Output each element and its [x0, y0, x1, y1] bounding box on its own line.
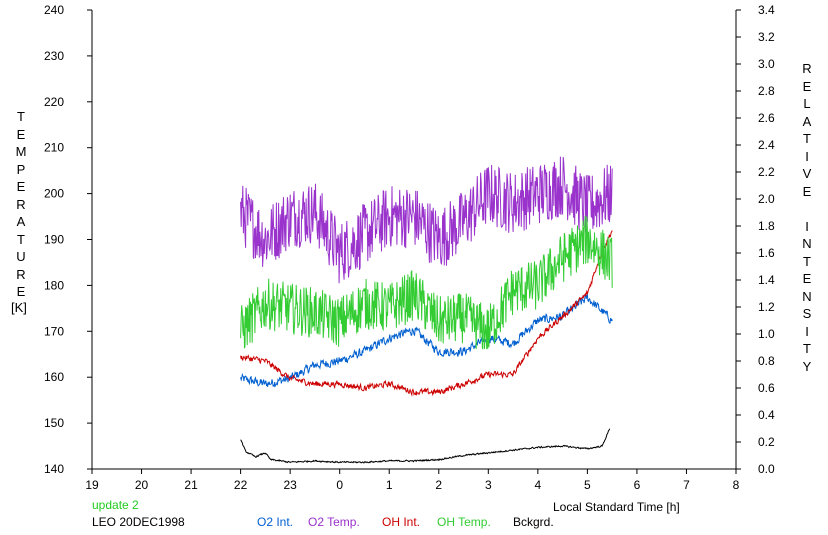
- y-right-tick-label: 2.2: [758, 165, 775, 179]
- y-right-tick-label: 1.4: [758, 273, 775, 287]
- y-left-tick-label: 210: [44, 141, 64, 155]
- x-axis-title: Local Standard Time [h]: [553, 500, 680, 514]
- x-tick-label: 6: [634, 478, 641, 492]
- legend-entry: Bckgrd.: [513, 515, 554, 529]
- series-layer: [240, 156, 613, 464]
- x-tick-label: 7: [683, 478, 690, 492]
- x-tick-label: 23: [283, 478, 297, 492]
- x-tick-label: 1: [386, 478, 393, 492]
- y-right-tick-label: 0.2: [758, 435, 775, 449]
- series-line-o2-temp: [240, 156, 613, 284]
- x-tick-label: 20: [135, 478, 149, 492]
- y-left-tick-label: 140: [44, 462, 64, 476]
- x-tick-label: 19: [85, 478, 99, 492]
- legend-entry: O2 Temp.: [308, 515, 360, 529]
- y-right-tick-label: 1.6: [758, 246, 775, 260]
- legend-entry: OH Int.: [382, 515, 421, 529]
- x-tick-label: 3: [485, 478, 492, 492]
- series-line-o2-int: [240, 293, 613, 388]
- series-line-oh-temp: [240, 215, 613, 350]
- x-tick-label: 2: [435, 478, 442, 492]
- y-left-tick-label: 240: [44, 3, 64, 17]
- y-left-tick-label: 220: [44, 95, 64, 109]
- y-right-tick-label: 2.0: [758, 192, 775, 206]
- y-right-tick-label: 0.4: [758, 408, 775, 422]
- update-label: update 2: [92, 498, 139, 512]
- y-left-tick-label: 150: [44, 416, 64, 430]
- y-left-tick-label: 180: [44, 278, 64, 292]
- legend-entry: O2 Int.: [257, 515, 294, 529]
- y-right-tick-label: 3.0: [758, 57, 775, 71]
- x-tick-label: 8: [733, 478, 740, 492]
- x-tick-label: 5: [584, 478, 591, 492]
- axes-frame: [91, 10, 737, 470]
- station-date-label: LEO 20DEC1998: [92, 515, 185, 529]
- y-left-tick-label: 160: [44, 370, 64, 384]
- series-line-oh-int: [240, 230, 613, 397]
- y-right-tick-label: 2.4: [758, 138, 775, 152]
- x-tick-label: 0: [336, 478, 343, 492]
- y-right-tick-label: 2.8: [758, 84, 775, 98]
- legend-entry: OH Temp.: [437, 515, 491, 529]
- axis-ticks: 19 20 21 22 23 0 1 2 3 4 5 6 7 8140150160170180190200…: [44, 3, 775, 492]
- left-axis-units: [K]: [11, 300, 27, 315]
- y-right-tick-label: 1.2: [758, 300, 775, 314]
- y-right-tick-label: 0.6: [758, 381, 775, 395]
- series-line-bckgrd: [240, 428, 611, 464]
- y-right-tick-label: 2.6: [758, 111, 775, 125]
- y-right-tick-label: 1.0: [758, 327, 775, 341]
- x-tick-label: 22: [234, 478, 248, 492]
- y-left-tick-label: 190: [44, 233, 64, 247]
- x-tick-label: 21: [184, 478, 198, 492]
- y-left-tick-label: 230: [44, 49, 64, 63]
- x-tick-label: 4: [535, 478, 542, 492]
- y-right-tick-label: 0.8: [758, 354, 775, 368]
- y-left-tick-label: 170: [44, 324, 64, 338]
- y-right-tick-label: 3.4: [758, 3, 775, 17]
- y-right-tick-label: 1.8: [758, 219, 775, 233]
- y-right-tick-label: 3.2: [758, 30, 775, 44]
- y-left-tick-label: 200: [44, 187, 64, 201]
- y-right-tick-label: 0.0: [758, 462, 775, 476]
